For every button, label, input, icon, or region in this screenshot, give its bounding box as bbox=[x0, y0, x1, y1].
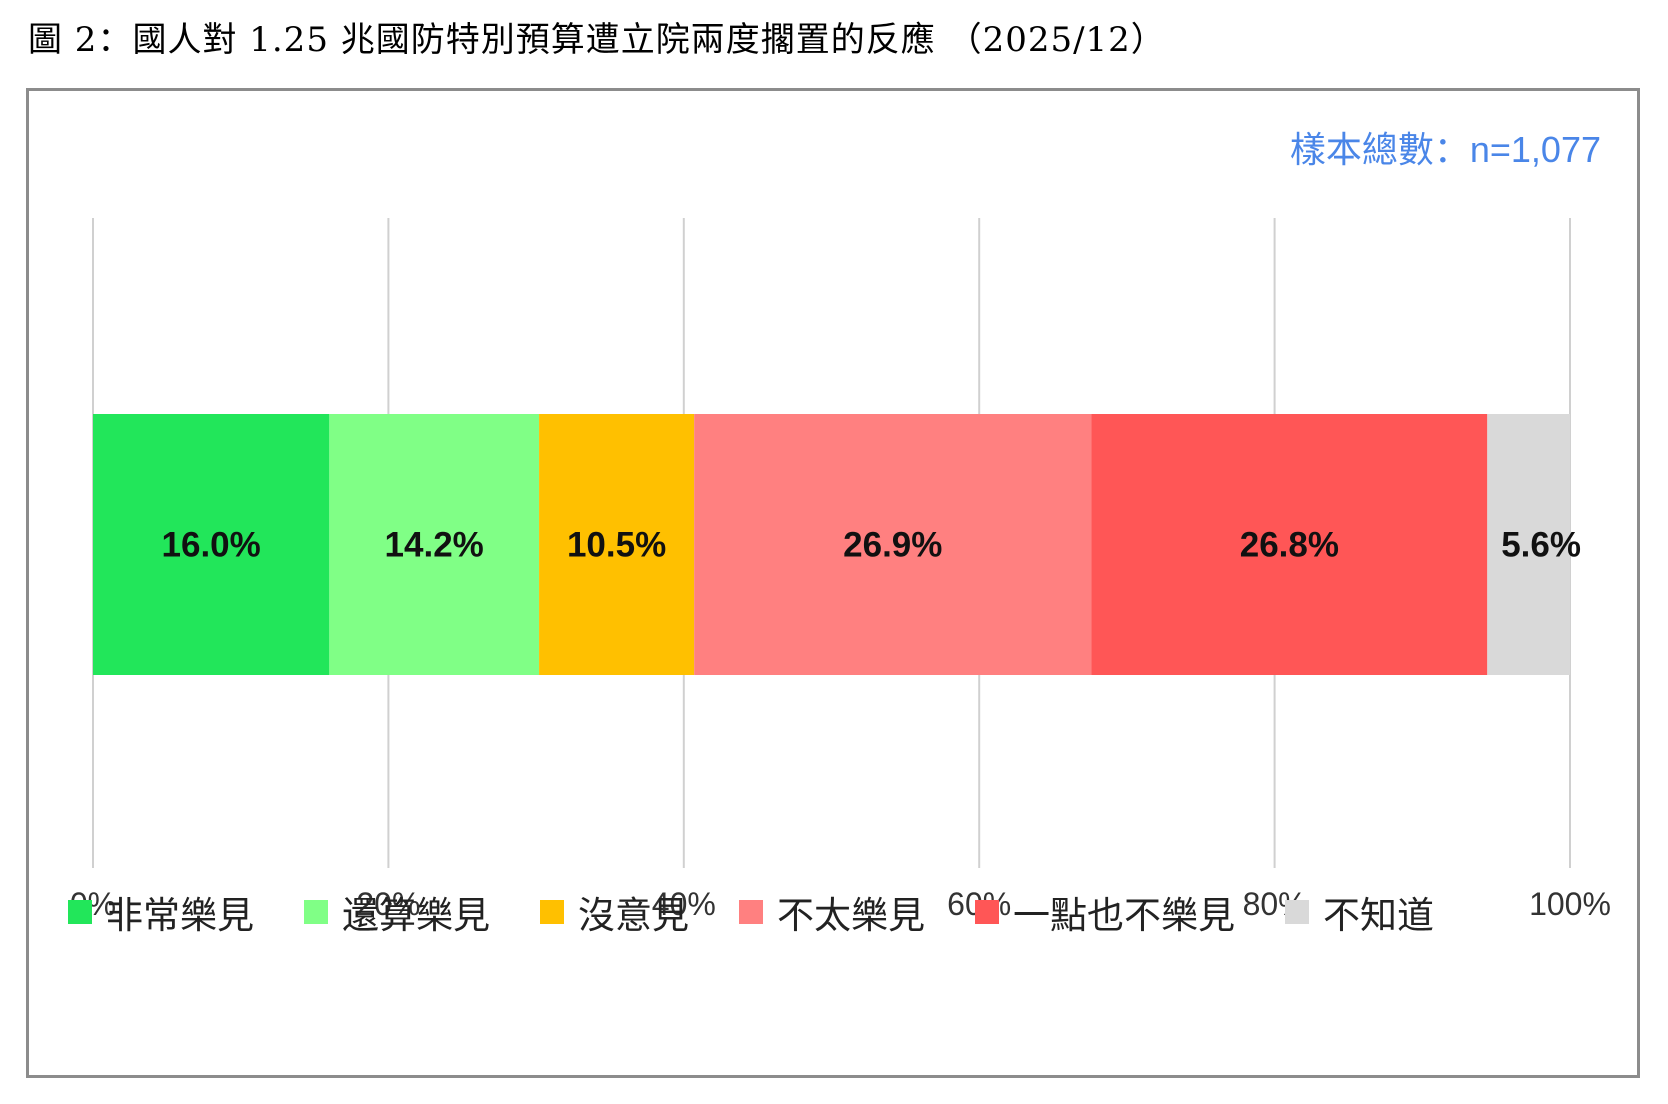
data-label: 5.6% bbox=[1501, 526, 1581, 565]
data-label: 26.9% bbox=[843, 526, 942, 565]
x-tick-label: 40% bbox=[652, 886, 716, 922]
bar-segment bbox=[539, 414, 695, 675]
legend-item: 不知道 bbox=[1285, 885, 1434, 939]
sample-size-label: 樣本總數：n=1,077 bbox=[1289, 129, 1601, 170]
legend-label: 一點也不樂見 bbox=[1013, 894, 1235, 937]
legend-swatch bbox=[68, 900, 92, 924]
legend-swatch bbox=[304, 900, 328, 924]
data-label: 16.0% bbox=[162, 526, 261, 565]
chart-legend: 非常樂見 還算樂見 沒意見 不太樂見 一點也不樂見 不知道 bbox=[68, 885, 1434, 939]
legend-item: 還算樂見 bbox=[304, 885, 490, 939]
legend-label: 還算樂見 bbox=[342, 894, 490, 937]
x-tick-label: 100% bbox=[1529, 886, 1611, 922]
bar-segment bbox=[1091, 414, 1488, 675]
bar-segment bbox=[694, 414, 1092, 675]
legend-label: 不知道 bbox=[1323, 894, 1434, 937]
x-tick-label: 20% bbox=[356, 886, 420, 922]
legend-label: 沒意見 bbox=[578, 894, 689, 937]
chart-frame: 樣本總數：n=1,077 bbox=[26, 88, 1640, 1078]
bar-segment bbox=[93, 414, 330, 675]
legend-label: 非常樂見 bbox=[106, 894, 254, 937]
legend-swatch bbox=[540, 900, 564, 924]
bar-segment bbox=[329, 414, 540, 675]
legend-item: 不太樂見 bbox=[739, 885, 925, 939]
legend-item: 一點也不樂見 bbox=[975, 885, 1235, 939]
data-label: 14.2% bbox=[385, 526, 484, 565]
bar-segment bbox=[1487, 414, 1570, 675]
chart-title: 圖 2：國人對 1.25 兆國防特別預算遭立院兩度擱置的反應 （2025/12） bbox=[28, 20, 1166, 60]
legend-item: 沒意見 bbox=[540, 885, 689, 939]
legend-swatch bbox=[739, 900, 763, 924]
data-label: 10.5% bbox=[567, 526, 666, 565]
legend-swatch bbox=[975, 900, 999, 924]
legend-swatch bbox=[1285, 900, 1309, 924]
data-label: 26.8% bbox=[1240, 526, 1339, 565]
legend-item: 非常樂見 bbox=[68, 885, 254, 939]
legend-label: 不太樂見 bbox=[777, 894, 925, 937]
